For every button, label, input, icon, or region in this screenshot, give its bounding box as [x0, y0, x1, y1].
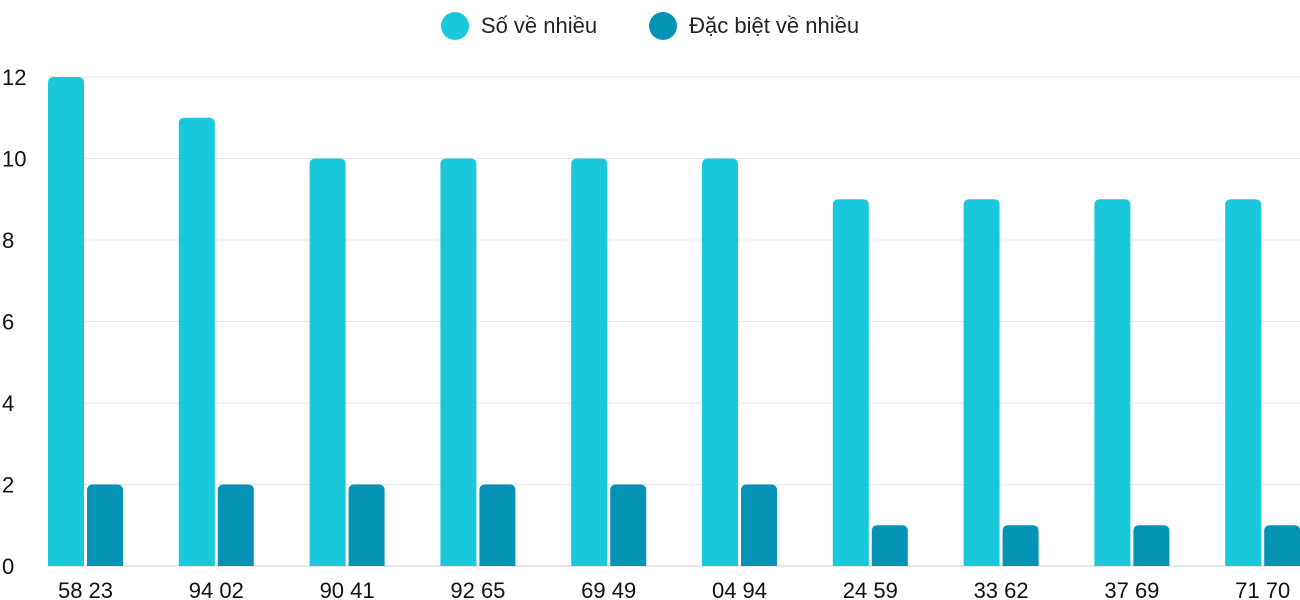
bar-so-ve-nhieu: [440, 158, 477, 566]
x-tick-label: 94 02: [189, 578, 244, 600]
bar-so-ve-nhieu: [48, 77, 84, 566]
legend-label: Đặc biệt về nhiều: [689, 13, 860, 38]
bar-dac-biet-ve-nhieu: [87, 484, 123, 566]
bar-dac-biet-ve-nhieu: [741, 484, 777, 566]
bar-so-ve-nhieu: [178, 117, 215, 566]
bar-dac-biet-ve-nhieu: [1002, 525, 1039, 566]
legend-swatch: [649, 12, 678, 40]
x-tick-label: 69 49: [581, 578, 636, 600]
x-tick-label: 92 65: [450, 578, 505, 600]
bar-so-ve-nhieu: [309, 158, 346, 566]
y-tick-label: 4: [2, 391, 14, 416]
y-tick-label: 10: [2, 147, 26, 172]
y-tick-label: 12: [2, 65, 26, 90]
y-tick-label: 6: [2, 310, 14, 335]
y-tick-label: 8: [2, 228, 14, 253]
bar-so-ve-nhieu: [571, 158, 608, 566]
x-tick-label: 58 23: [58, 578, 113, 600]
bar-so-ve-nhieu: [1094, 199, 1131, 566]
bar-so-ve-nhieu: [832, 199, 869, 566]
legend-item-so-ve-nhieu[interactable]: Số về nhiều: [440, 12, 598, 40]
x-tick-label: 24 59: [843, 578, 898, 600]
x-tick-label: 33 62: [974, 578, 1029, 600]
bar-dac-biet-ve-nhieu: [610, 484, 647, 566]
x-tick-label: 37 69: [1104, 578, 1159, 600]
bar-dac-biet-ve-nhieu: [479, 484, 516, 566]
bar-so-ve-nhieu: [702, 158, 738, 566]
x-tick-label: 71 70: [1235, 578, 1290, 600]
legend-item-dac-biet-ve-nhieu[interactable]: Đặc biệt về nhiều: [649, 12, 859, 40]
bar-dac-biet-ve-nhieu: [871, 525, 908, 566]
x-tick-label: 90 41: [320, 578, 375, 600]
bar-dac-biet-ve-nhieu: [217, 484, 254, 566]
bar-dac-biet-ve-nhieu: [1133, 525, 1170, 566]
bar-so-ve-nhieu: [1225, 199, 1262, 566]
bar-dac-biet-ve-nhieu: [348, 484, 385, 566]
legend-swatch: [440, 12, 469, 40]
bar-so-ve-nhieu: [963, 199, 1000, 566]
legend: Số về nhiều Đặc biệt về nhiều: [0, 12, 1300, 40]
x-tick-label: 04 94: [712, 578, 767, 600]
legend-label: Số về nhiều: [480, 13, 598, 38]
y-tick-label: 2: [2, 473, 14, 498]
bar-dac-biet-ve-nhieu: [1264, 525, 1300, 566]
y-tick-label: 0: [2, 554, 14, 579]
